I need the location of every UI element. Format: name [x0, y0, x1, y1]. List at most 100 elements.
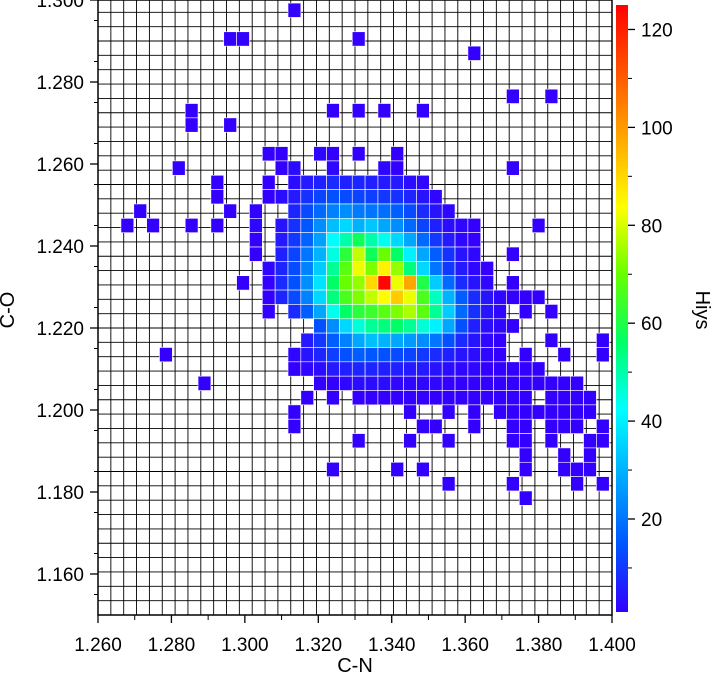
heatmap-cell [454, 318, 469, 334]
heatmap-cell [364, 275, 379, 291]
heatmap-cell [480, 289, 494, 305]
heatmap-cell [454, 375, 469, 391]
heatmap-cell [454, 232, 469, 248]
heatmap-cell [480, 304, 494, 320]
heatmap-cell [339, 361, 353, 377]
heatmap-cell [287, 289, 302, 305]
heatmap-cell [326, 361, 340, 377]
heatmap-cell [518, 304, 533, 320]
heatmap-cell [570, 461, 584, 477]
heatmap-cell [287, 304, 302, 320]
heatmap-cell [596, 433, 610, 449]
heatmap-cell [377, 218, 392, 233]
heatmap-cell [351, 433, 366, 449]
heatmap-cell [364, 261, 379, 277]
heatmap-cell [339, 275, 353, 291]
heatmap-cell [351, 174, 366, 190]
heatmap-cell [300, 347, 314, 363]
heatmap-cell [377, 203, 392, 219]
heatmap-cell [313, 332, 327, 348]
heatmap-cell [313, 203, 327, 219]
heatmap-cell [596, 332, 610, 348]
heatmap-cell [339, 261, 353, 277]
heatmap-cell [351, 31, 366, 47]
heatmap-cell [403, 246, 417, 262]
colorbar-tick-label: 80 [641, 216, 662, 237]
heatmap-cell [518, 289, 533, 305]
heatmap-cell [326, 232, 340, 248]
heatmap-cell [364, 174, 379, 190]
heatmap-cell [339, 203, 353, 219]
heatmap-cell [429, 332, 443, 348]
heatmap-cell [249, 218, 263, 233]
heatmap-cell [403, 318, 417, 334]
y-axis-title: C-O [0, 292, 19, 329]
heatmap-cell [429, 347, 443, 363]
heatmap-cell [326, 203, 340, 219]
heatmap-cell [480, 318, 494, 334]
y-axis: 1.160 1.180 1.200 1.220 1.240 1.260 1.280 1.300 [36, 0, 98, 595]
heatmap-cell [326, 146, 340, 162]
heatmap-cell [184, 103, 199, 119]
heatmap-cell [480, 332, 494, 348]
heatmap-cell [506, 246, 520, 262]
heatmap-cell [351, 318, 366, 334]
heatmap-cell [351, 232, 366, 248]
heatmap-cell [339, 347, 353, 363]
heatmap-cell [236, 275, 250, 291]
colorbar-axis: 20 40 60 80 100 120 [628, 20, 673, 569]
heatmap-cell [429, 246, 443, 262]
heatmap-cell [416, 304, 430, 320]
heatmap-cell [300, 304, 314, 320]
heatmap-cell [313, 289, 327, 305]
heatmap-cell [596, 418, 610, 434]
heatmap-cell [377, 232, 392, 248]
heatmap-cell [326, 275, 340, 291]
heatmap-cell [416, 246, 430, 262]
heatmap-cell [326, 246, 340, 262]
heatmap-cell [351, 289, 366, 305]
y-tick-label: 1.160 [36, 565, 84, 586]
heatmap-cell [364, 246, 379, 262]
heatmap-cell [441, 433, 456, 449]
heatmap-cell [377, 361, 392, 377]
heatmap-cell [557, 375, 571, 391]
heatmap-cell [454, 390, 469, 406]
heatmap-cell [210, 189, 225, 205]
heatmap-cell [570, 375, 584, 391]
heatmap-cell [416, 218, 430, 233]
heatmap-cell [249, 203, 263, 219]
heatmap-cell [429, 275, 443, 291]
heatmap-cell [493, 347, 507, 363]
heatmap-cell [287, 160, 302, 176]
y-tick-label: 1.220 [36, 319, 84, 340]
heatmap-cell [441, 332, 456, 348]
heatmap-cell [274, 146, 289, 162]
heatmap-cell [441, 275, 456, 291]
x-tick-label: 1.280 [148, 635, 196, 656]
heatmap-cell [339, 318, 353, 334]
heatmap-cell [326, 103, 340, 119]
heatmap-cell [416, 332, 430, 348]
heatmap-cell [416, 103, 430, 119]
heatmap-cell [236, 31, 250, 47]
heatmap-cell [390, 246, 404, 262]
heatmap-cell [261, 275, 276, 291]
heatmap-cell [274, 232, 289, 248]
heatmap-cell [454, 361, 469, 377]
heatmap-cell [390, 189, 404, 205]
heatmap-cell [531, 404, 546, 420]
heatmap-cell [287, 418, 302, 434]
heatmap-cell [493, 332, 507, 348]
heatmap-cell [390, 261, 404, 277]
heatmap-cell [403, 174, 417, 190]
heatmap-cell [377, 189, 392, 205]
x-axis: 1.260 1.280 1.300 1.320 1.340 1.360 1.380 1.400 [74, 615, 636, 656]
heatmap-cell [467, 404, 482, 420]
heatmap-cell [339, 189, 353, 205]
heatmap-cell [351, 275, 366, 291]
heatmap-cell [377, 318, 392, 334]
heatmap-cell [583, 390, 597, 406]
heatmap-cell [390, 289, 404, 305]
